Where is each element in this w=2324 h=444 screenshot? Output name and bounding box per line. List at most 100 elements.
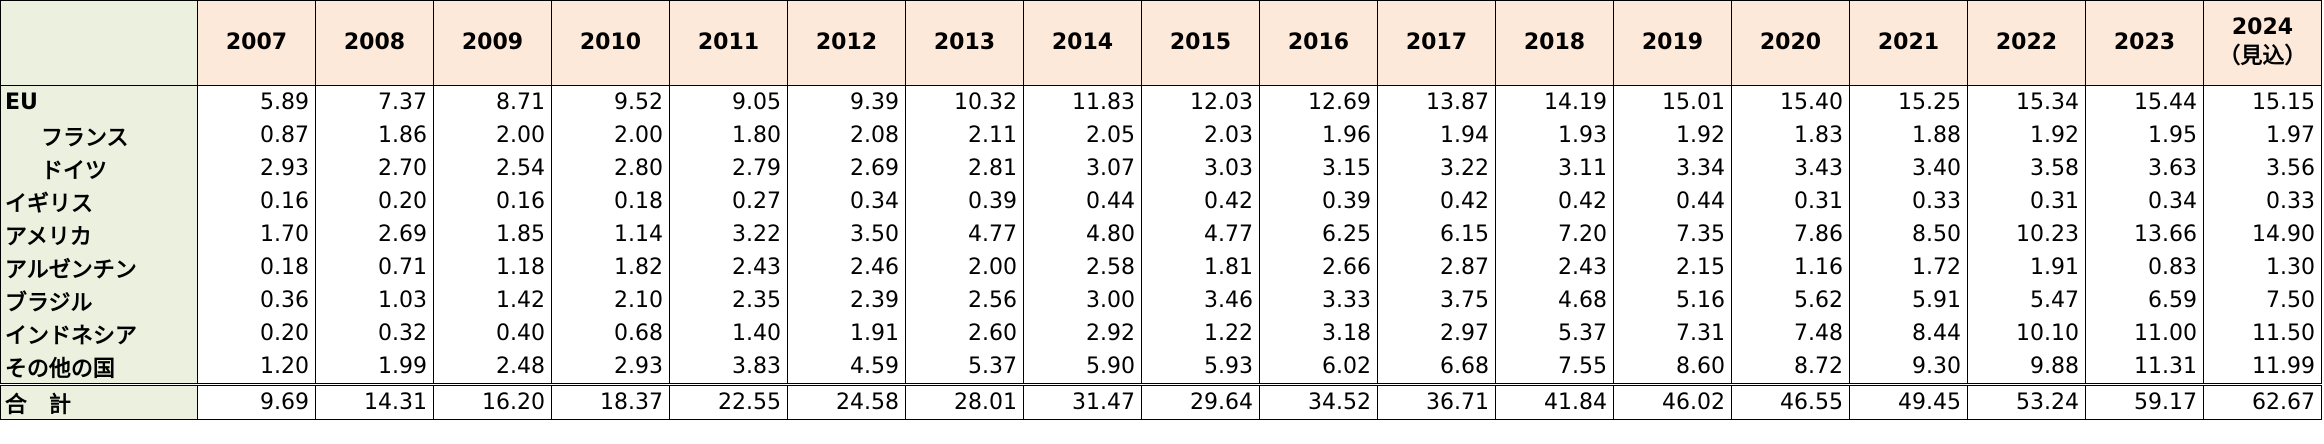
year-text: 2013 bbox=[933, 29, 996, 55]
table-row: 合 計 9.69 14.31 16.20 18.37 22.55 24.58 28.01 31.… bbox=[0, 383, 2322, 420]
year-note: （見込） bbox=[2218, 44, 2307, 69]
value-cell: 2.00 bbox=[905, 251, 1024, 284]
value-cell: 15.44 bbox=[2085, 85, 2204, 119]
value-cell: 2.15 bbox=[1613, 251, 1732, 284]
year-header: 2014 bbox=[1023, 0, 1142, 86]
value-cell: 2.56 bbox=[905, 284, 1024, 317]
value-cell: 2.79 bbox=[669, 152, 788, 185]
value-cell: 2.92 bbox=[1023, 317, 1142, 350]
value-cell: 0.83 bbox=[2085, 251, 2204, 284]
value-cell: 4.77 bbox=[1141, 218, 1260, 251]
row-label: その他の国 bbox=[0, 350, 198, 385]
value-cell: 2.03 bbox=[1141, 119, 1260, 152]
value-cell: 9.30 bbox=[1849, 350, 1968, 385]
year-header: 2007 bbox=[197, 0, 316, 86]
table-row: その他の国 1.20 1.99 2.48 2.93 3.83 4.59 5.37 5.90 5.9… bbox=[0, 350, 2322, 385]
value-cell: 2.00 bbox=[551, 119, 670, 152]
year-text: 2021 bbox=[1877, 29, 1940, 55]
year-header: 2015 bbox=[1141, 0, 1260, 86]
year-header: 2023 bbox=[2085, 0, 2204, 86]
value-cell: 1.80 bbox=[669, 119, 788, 152]
value-cell: 0.68 bbox=[551, 317, 670, 350]
table-row: EU 5.89 7.37 8.71 9.52 9.05 9.39 10.32 11.83 12.0… bbox=[0, 85, 2322, 119]
row-label: ドイツ bbox=[0, 152, 198, 185]
value-cell: 9.88 bbox=[1967, 350, 2086, 385]
value-cell: 2.58 bbox=[1023, 251, 1142, 284]
value-cell: 7.37 bbox=[315, 85, 434, 119]
value-cell: 15.34 bbox=[1967, 85, 2086, 119]
value-cell: 8.60 bbox=[1613, 350, 1732, 385]
value-cell: 3.43 bbox=[1731, 152, 1850, 185]
row-label: 合 計 bbox=[0, 383, 198, 420]
value-cell: 0.18 bbox=[551, 185, 670, 218]
value-cell: 5.47 bbox=[1967, 284, 2086, 317]
value-cell: 2.93 bbox=[551, 350, 670, 385]
value-cell: 10.10 bbox=[1967, 317, 2086, 350]
table-body: EU 5.89 7.37 8.71 9.52 9.05 9.39 10.32 11.83 12.0… bbox=[0, 85, 2322, 420]
value-cell: 0.44 bbox=[1613, 185, 1732, 218]
value-cell: 0.33 bbox=[2203, 185, 2322, 218]
value-cell: 0.36 bbox=[197, 284, 316, 317]
value-cell: 3.11 bbox=[1495, 152, 1614, 185]
value-cell: 0.18 bbox=[197, 251, 316, 284]
value-cell: 3.34 bbox=[1613, 152, 1732, 185]
value-cell: 11.50 bbox=[2203, 317, 2322, 350]
year-header: 2024 （見込） bbox=[2203, 0, 2322, 86]
value-cell: 8.71 bbox=[433, 85, 552, 119]
value-cell: 3.03 bbox=[1141, 152, 1260, 185]
value-cell: 1.92 bbox=[1967, 119, 2086, 152]
data-table: 2007 2008 2009 2010 2011 2012 2013 2014 2015 2016… bbox=[0, 0, 2322, 420]
value-cell: 1.85 bbox=[433, 218, 552, 251]
year-text: 2009 bbox=[461, 29, 524, 55]
value-cell: 1.22 bbox=[1141, 317, 1260, 350]
value-cell: 3.75 bbox=[1377, 284, 1496, 317]
value-cell: 3.46 bbox=[1141, 284, 1260, 317]
value-cell: 9.39 bbox=[787, 85, 906, 119]
year-text: 2016 bbox=[1287, 29, 1350, 55]
value-cell: 2.48 bbox=[433, 350, 552, 385]
value-cell: 3.22 bbox=[669, 218, 788, 251]
value-cell: 3.63 bbox=[2085, 152, 2204, 185]
value-cell: 12.03 bbox=[1141, 85, 1260, 119]
year-header: 2011 bbox=[669, 0, 788, 86]
value-cell: 1.95 bbox=[2085, 119, 2204, 152]
value-cell: 7.55 bbox=[1495, 350, 1614, 385]
value-cell: 1.91 bbox=[1967, 251, 2086, 284]
value-cell: 3.00 bbox=[1023, 284, 1142, 317]
year-text: 2023 bbox=[2113, 29, 2176, 55]
value-cell: 7.31 bbox=[1613, 317, 1732, 350]
value-cell: 7.20 bbox=[1495, 218, 1614, 251]
value-cell: 2.87 bbox=[1377, 251, 1496, 284]
value-cell: 5.16 bbox=[1613, 284, 1732, 317]
value-cell: 1.91 bbox=[787, 317, 906, 350]
value-cell: 29.64 bbox=[1141, 383, 1260, 420]
value-cell: 7.48 bbox=[1731, 317, 1850, 350]
value-cell: 8.50 bbox=[1849, 218, 1968, 251]
value-cell: 14.19 bbox=[1495, 85, 1614, 119]
value-cell: 41.84 bbox=[1495, 383, 1614, 420]
value-cell: 1.30 bbox=[2203, 251, 2322, 284]
year-text: 2011 bbox=[697, 29, 760, 55]
value-cell: 3.07 bbox=[1023, 152, 1142, 185]
year-header: 2012 bbox=[787, 0, 906, 86]
row-label: ブラジル bbox=[0, 284, 198, 317]
value-cell: 3.22 bbox=[1377, 152, 1496, 185]
value-cell: 15.40 bbox=[1731, 85, 1850, 119]
row-label: フランス bbox=[0, 119, 198, 152]
year-header: 2021 bbox=[1849, 0, 1968, 86]
table-row: アルゼンチン 0.18 0.71 1.18 1.82 2.43 2.46 2.00 2.58 1.… bbox=[0, 251, 2322, 284]
value-cell: 5.62 bbox=[1731, 284, 1850, 317]
value-cell: 3.58 bbox=[1967, 152, 2086, 185]
value-cell: 2.66 bbox=[1259, 251, 1378, 284]
value-cell: 0.34 bbox=[2085, 185, 2204, 218]
value-cell: 11.31 bbox=[2085, 350, 2204, 385]
value-cell: 36.71 bbox=[1377, 383, 1496, 420]
value-cell: 1.94 bbox=[1377, 119, 1496, 152]
value-cell: 15.15 bbox=[2203, 85, 2322, 119]
corner-cell bbox=[0, 0, 198, 86]
value-cell: 1.93 bbox=[1495, 119, 1614, 152]
value-cell: 6.25 bbox=[1259, 218, 1378, 251]
value-cell: 0.42 bbox=[1377, 185, 1496, 218]
value-cell: 13.87 bbox=[1377, 85, 1496, 119]
